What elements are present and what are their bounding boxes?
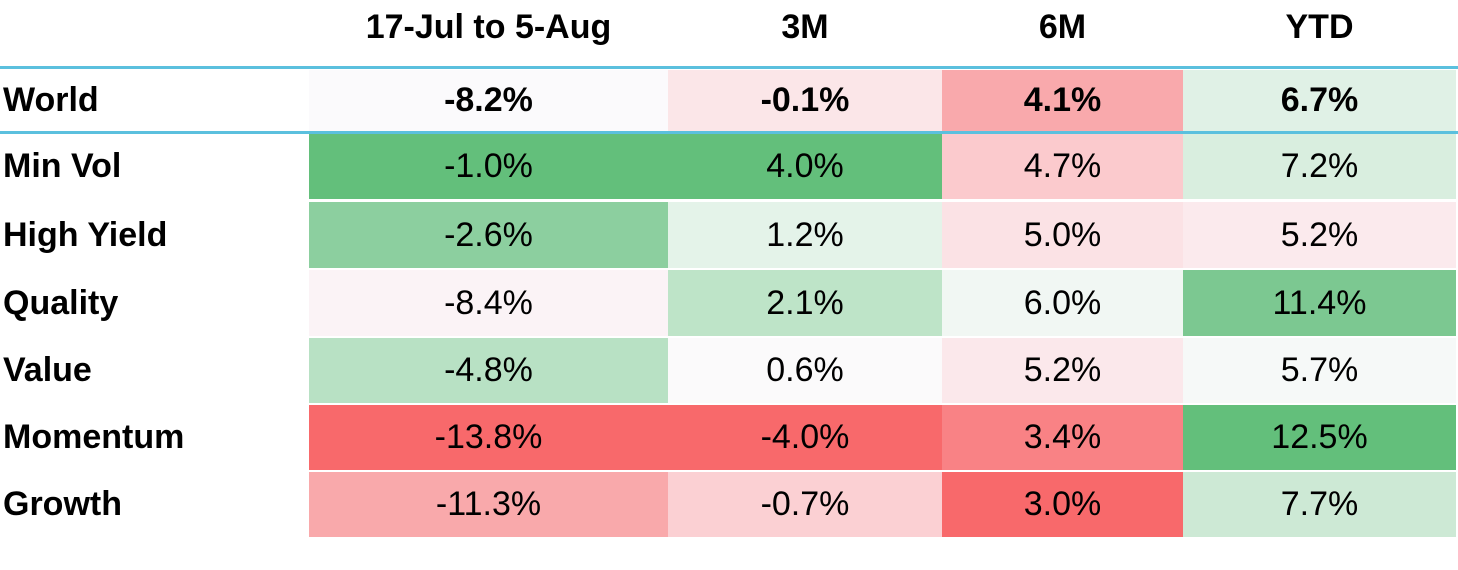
header-row: 17-Jul to 5-Aug 3M 6M YTD bbox=[0, 0, 1458, 67]
heatmap-cell: -8.4% bbox=[309, 270, 668, 336]
heatmap-cell: 0.6% bbox=[668, 338, 942, 403]
heatmap-cell: 5.2% bbox=[1183, 202, 1456, 268]
heatmap-cell: 12.5% bbox=[1183, 405, 1456, 470]
row-label: Quality bbox=[3, 283, 119, 322]
heatmap-cell: -13.8% bbox=[309, 405, 668, 470]
table-row: Momentum -13.8% -4.0% 3.4% 12.5% bbox=[0, 405, 1458, 470]
table-row: Growth -11.3% -0.7% 3.0% 7.7% bbox=[0, 472, 1458, 537]
heatmap-cell: 3.0% bbox=[942, 472, 1183, 537]
heatmap-cell: -8.2% bbox=[309, 70, 668, 131]
heatmap-cell: 7.2% bbox=[1183, 134, 1456, 199]
column-header: YTD bbox=[1285, 7, 1354, 46]
row-label: World bbox=[3, 81, 99, 119]
column-header: 17-Jul to 5-Aug bbox=[365, 7, 612, 46]
heatmap-cell: 4.0% bbox=[668, 134, 942, 199]
heatmap-cell: 6.7% bbox=[1183, 70, 1456, 131]
heatmap-cell: 7.7% bbox=[1183, 472, 1456, 537]
heatmap-cell: -4.0% bbox=[668, 405, 942, 470]
row-label: Min Vol bbox=[3, 147, 122, 185]
heatmap-cell: 3.4% bbox=[942, 405, 1183, 470]
heatmap-cell: 6.0% bbox=[942, 270, 1183, 336]
heatmap-cell: 5.2% bbox=[942, 338, 1183, 403]
world-row: World -8.2% -0.1% 4.1% 6.7% bbox=[0, 70, 1458, 131]
column-header: 3M bbox=[781, 7, 829, 46]
row-label: Value bbox=[3, 351, 92, 389]
heatmap-cell: 5.7% bbox=[1183, 338, 1456, 403]
heatmap-cell: 1.2% bbox=[668, 202, 942, 268]
header-rule bbox=[0, 66, 1458, 69]
heatmap-cell: 5.0% bbox=[942, 202, 1183, 268]
heatmap-cell: -2.6% bbox=[309, 202, 668, 268]
heatmap-cell: -0.1% bbox=[668, 70, 942, 131]
table-row: Quality -8.4% 2.1% 6.0% 11.4% bbox=[0, 270, 1458, 336]
heatmap-cell: 11.4% bbox=[1183, 270, 1456, 336]
heatmap-cell: 4.7% bbox=[942, 134, 1183, 199]
heatmap-cell: -11.3% bbox=[309, 472, 668, 537]
heatmap-cell: -1.0% bbox=[309, 134, 668, 199]
row-label: High Yield bbox=[3, 215, 168, 254]
row-label: Growth bbox=[3, 485, 122, 523]
table-row: Min Vol -1.0% 4.0% 4.7% 7.2% bbox=[0, 134, 1458, 199]
heatmap-cell: 4.1% bbox=[942, 70, 1183, 131]
table-row: High Yield -2.6% 1.2% 5.0% 5.2% bbox=[0, 202, 1458, 268]
table-row: Value -4.8% 0.6% 5.2% 5.7% bbox=[0, 338, 1458, 403]
world-rule bbox=[0, 131, 1458, 134]
column-header: 6M bbox=[1038, 7, 1087, 46]
heatmap-cell: -0.7% bbox=[668, 472, 942, 537]
heatmap-cell: 2.1% bbox=[668, 270, 942, 336]
row-label: Momentum bbox=[3, 418, 185, 456]
heatmap-cell: -4.8% bbox=[309, 338, 668, 403]
